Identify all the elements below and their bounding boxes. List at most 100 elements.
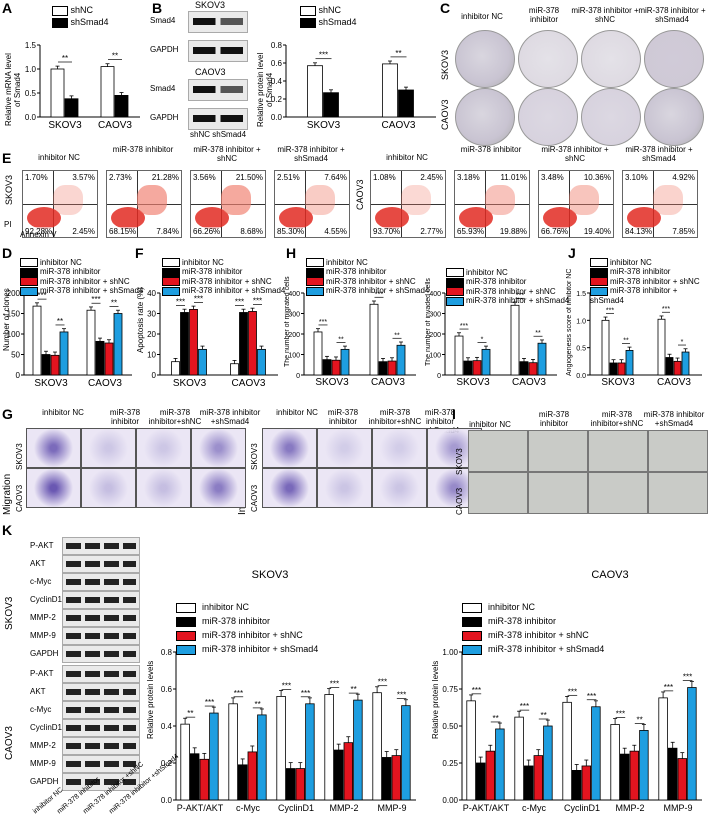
blot-band — [62, 591, 140, 609]
quadrant-value: 3.57% — [72, 173, 95, 182]
transwell-image — [136, 428, 191, 468]
quadrant-value: 1.08% — [373, 173, 396, 182]
legend-item: miR-378 inhibitor — [162, 267, 285, 277]
legend-swatch — [462, 630, 482, 641]
g-col-2: miR-378 inhibitor — [109, 408, 141, 426]
bar — [617, 362, 626, 376]
band-label: MMP-2 — [30, 613, 56, 622]
y-tick-label: 0 — [152, 371, 157, 380]
sig-marker: *** — [91, 295, 100, 304]
x-tick-label: SKOV3 — [601, 377, 635, 388]
legend-a-shnc: shNC — [70, 5, 94, 15]
k-row-caov3: CAOV3 — [4, 726, 15, 760]
sig-marker: *** — [282, 681, 291, 690]
quadrant-value: 21.50% — [235, 173, 263, 182]
quadrant-value: 2.45% — [420, 173, 443, 182]
legend-label: miR-378 inhibitor — [182, 267, 243, 277]
quadrant-value: 19.40% — [583, 227, 611, 236]
e-row-skov3: SKOV3 — [4, 174, 14, 205]
band-label: CyclinD1 — [30, 595, 63, 604]
blot-b-caov3-label: CAOV3 — [195, 67, 226, 77]
g-col-7: miR-378 inhibitor+shNC — [368, 408, 422, 426]
legend-swatch — [176, 630, 196, 641]
blot-b-band-smad4: Smad4 — [150, 16, 176, 25]
legend-label: miR-378 inhibitor + shSmad4 — [590, 286, 678, 305]
angiogenesis-image — [468, 430, 528, 472]
bar — [86, 309, 96, 376]
angiogenesis-image — [468, 472, 528, 514]
c-row-caov3: CAOV3 — [440, 99, 450, 131]
sig-marker: *** — [568, 687, 577, 696]
legend-label: miR-378 inhibitor + shSmad4 — [488, 644, 605, 654]
e-ca-header: inhibitor NC — [386, 153, 428, 162]
quadrant-value: 85.30% — [277, 227, 305, 236]
quadrant-value: 10.36% — [583, 173, 611, 182]
c-col-1: inhibitor NC — [461, 12, 503, 21]
ylabel-k2: Relative protein levels — [431, 660, 440, 740]
sig-marker: *** — [194, 294, 203, 303]
blot-band — [62, 627, 140, 645]
colony-dish — [581, 88, 641, 146]
legend-item: inhibitor NC — [162, 258, 285, 268]
legend-item: inhibitor NC — [20, 258, 143, 268]
bar — [50, 68, 65, 118]
blot-b-band-gapdh-2: GAPDH — [150, 113, 179, 122]
sig-marker: ** — [350, 685, 356, 694]
legend-label: inhibitor NC — [202, 602, 250, 612]
quadrant-value: 3.18% — [457, 173, 480, 182]
bar — [495, 728, 505, 801]
c-col-4: miR-378 inhibitor + shSmad4 — [638, 6, 706, 24]
bar — [463, 360, 473, 376]
quadrant-value: 8.68% — [240, 227, 263, 236]
quadrant-value: 19.88% — [499, 227, 527, 236]
chart-title: CAOV3 — [591, 569, 628, 581]
transwell-image — [262, 428, 317, 468]
bar — [307, 65, 323, 118]
legend-label: miR-378 inhibitor — [326, 267, 387, 277]
bar — [180, 723, 190, 801]
transwell-image — [136, 468, 191, 508]
legend-item: miR-378 inhibitor + shNC — [590, 277, 709, 287]
band-label: c-Myc — [30, 705, 52, 714]
legend-item: miR-378 inhibitor + shSmad4 — [162, 286, 286, 296]
sig-marker: *** — [253, 296, 262, 305]
y-tick-label: 0 — [16, 371, 21, 380]
bar — [248, 311, 257, 376]
sig-marker: *** — [520, 702, 529, 711]
x-tick-label: CyclinD1 — [564, 803, 600, 813]
blot-b-4 — [188, 108, 248, 130]
legend-item: miR-378 inhibitor + shSmad4 — [20, 286, 143, 296]
bar — [228, 703, 238, 801]
quadrant-value: 11.01% — [500, 173, 527, 182]
legend-label: miR-378 inhibitor + shSmad4 — [182, 286, 286, 296]
y-tick-label: 1.5 — [576, 291, 586, 298]
chart-k-caov3: 0.000.250.500.751.00P-AKT/AKT*****c-Myc*… — [442, 569, 702, 813]
i-col-4: miR-378 inhibitor +shSmad4 — [643, 410, 705, 428]
ylabel-k1: Relative protein levels — [146, 660, 155, 740]
legend-swatch — [306, 277, 324, 287]
x-tick-label: MMP-2 — [330, 803, 359, 813]
legend-swatch — [176, 644, 196, 655]
bar — [333, 749, 344, 801]
panel-label-h: H — [286, 245, 297, 261]
legend-label: inhibitor NC — [40, 258, 82, 267]
sig-marker: *** — [301, 689, 310, 698]
x-tick-label: CAOV3 — [657, 377, 691, 388]
y-tick-label: 200 — [429, 332, 441, 339]
g-row-caov3: CAOV3 — [15, 484, 24, 512]
bar — [466, 700, 476, 801]
bar — [295, 768, 306, 801]
g-row-skov3-inv: SKOV3 — [250, 443, 259, 470]
blot-band — [62, 773, 140, 791]
band-label: GAPDH — [30, 777, 59, 786]
e-sk-header: inhibitor NC — [38, 153, 80, 162]
flow-plot: 2.73% 21.28% 68.15% 7.84% — [106, 170, 182, 238]
band-label: c-Myc — [30, 577, 52, 586]
g-col-4: miR-378 inhibitor +shSmad4 — [199, 408, 261, 426]
bar — [41, 354, 51, 376]
y-tick-label: 100 — [288, 353, 300, 360]
x-tick-label: CAOV3 — [88, 378, 122, 389]
y-tick-label: 0.2 — [161, 759, 173, 768]
bar — [230, 363, 239, 376]
sig-marker: *** — [234, 689, 243, 698]
